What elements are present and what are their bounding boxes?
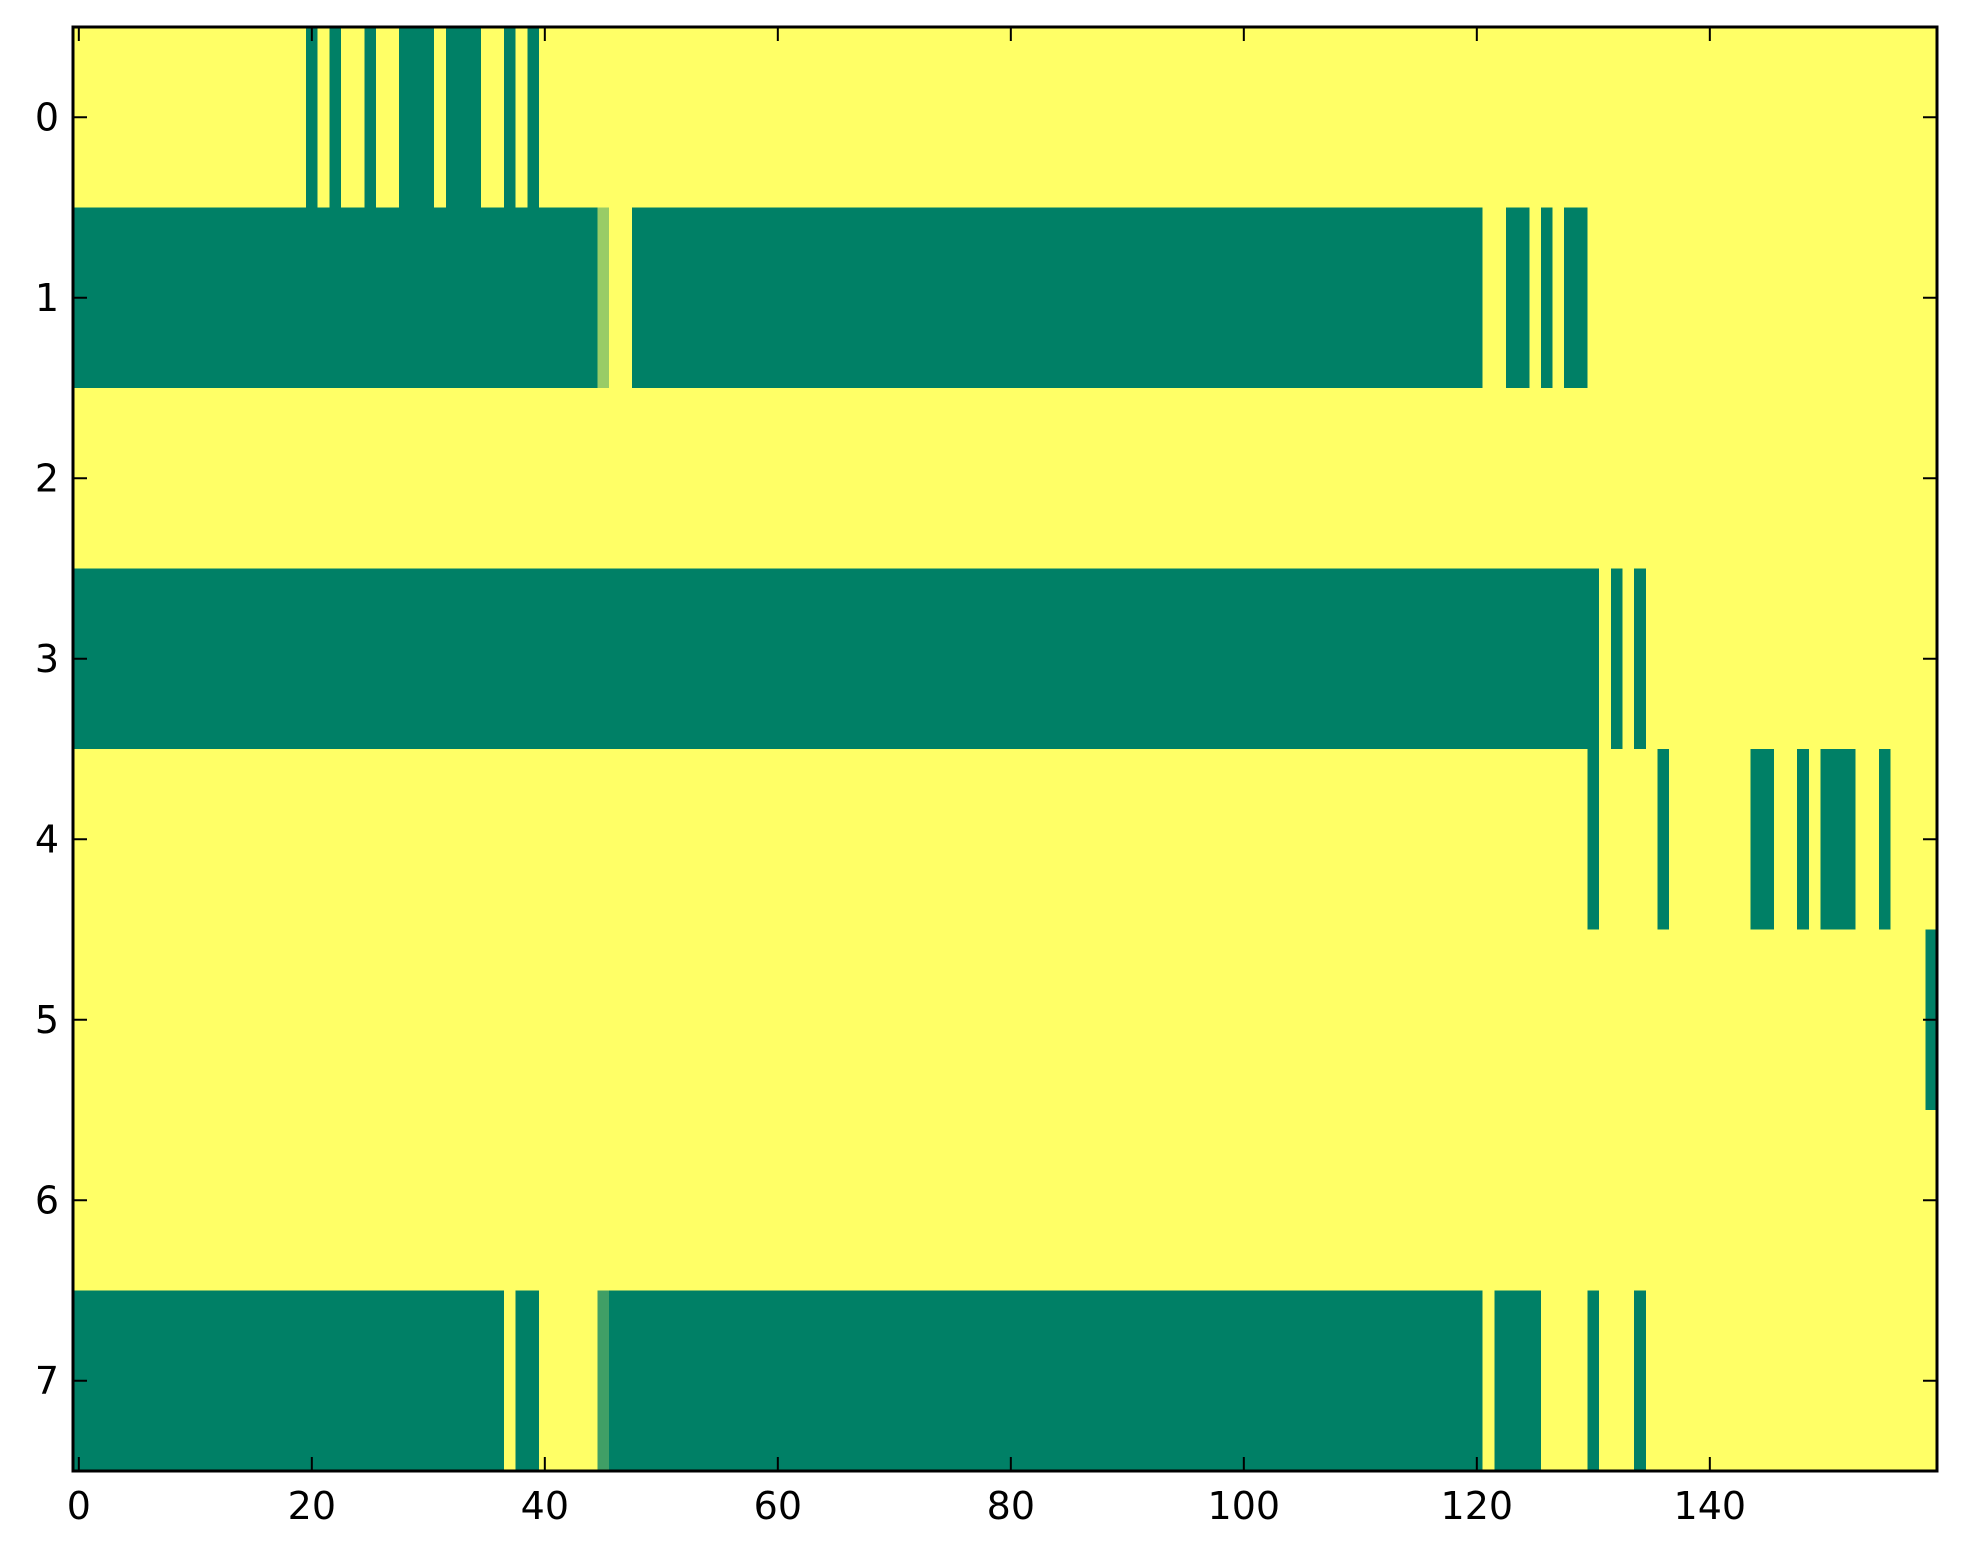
heatmap-cell-run bbox=[364, 27, 376, 208]
heatmap-cell-run bbox=[1750, 749, 1774, 930]
heatmap-cell-run bbox=[1634, 1290, 1646, 1471]
heatmap-cell-run bbox=[73, 1290, 505, 1471]
heatmap-cell-run bbox=[1657, 749, 1670, 930]
heatmap-cell-run bbox=[1587, 1290, 1600, 1471]
heatmap-cell-run bbox=[1610, 568, 1623, 749]
heatmap-cell-run bbox=[1878, 749, 1891, 930]
heatmap-cell-run bbox=[1820, 749, 1856, 930]
y-tick-label: 1 bbox=[35, 276, 59, 320]
heatmap-cell-run bbox=[504, 27, 516, 208]
x-tick-label: 20 bbox=[288, 1484, 336, 1528]
heatmap-cell-run bbox=[1494, 1290, 1541, 1471]
heatmap-cell-run bbox=[597, 207, 609, 388]
heatmap-cell-run bbox=[632, 207, 1483, 388]
heatmap-cell-run bbox=[1634, 568, 1646, 749]
y-tick-label: 2 bbox=[35, 456, 59, 500]
heatmap-cell-run bbox=[1564, 207, 1588, 388]
y-tick-label: 0 bbox=[35, 95, 59, 139]
heatmap-cell-run bbox=[329, 27, 341, 208]
y-tick-label: 3 bbox=[35, 637, 59, 681]
y-tick-labels: 0 1 2 3 4 5 6 7 bbox=[35, 95, 59, 1403]
heatmap-cell-run bbox=[306, 27, 318, 208]
heatmap-cell-run bbox=[73, 568, 1600, 749]
heatmap-cells bbox=[73, 27, 1937, 1471]
heatmap-cell-run bbox=[1797, 749, 1809, 930]
heatmap-cell-run bbox=[73, 207, 598, 388]
x-tick-label: 40 bbox=[521, 1484, 569, 1528]
plot-frame bbox=[71, 25, 1939, 1473]
x-tick-label: 80 bbox=[987, 1484, 1035, 1528]
y-tick-label: 6 bbox=[35, 1178, 59, 1222]
y-tick-label: 5 bbox=[35, 998, 59, 1042]
y-tick-label: 7 bbox=[35, 1359, 59, 1403]
heatmap-cell-run bbox=[527, 27, 539, 208]
axis-ticks bbox=[73, 27, 1937, 1471]
x-tick-label: 100 bbox=[1208, 1484, 1281, 1528]
x-tick-label: 60 bbox=[754, 1484, 802, 1528]
heatmap-cell-run bbox=[445, 27, 481, 208]
heatmap-cell-run bbox=[608, 1290, 1483, 1471]
x-tick-labels: 0 20 40 60 80 100 120 140 bbox=[67, 1484, 1746, 1528]
heatmap-cell-run bbox=[597, 1290, 609, 1471]
y-tick-label: 4 bbox=[35, 817, 59, 861]
heatmap-cell-run bbox=[1540, 207, 1553, 388]
heatmap-cell-run bbox=[1587, 749, 1600, 930]
x-tick-label: 0 bbox=[67, 1484, 91, 1528]
heatmap-cell-run bbox=[1505, 207, 1530, 388]
heatmap-cell-run bbox=[515, 1290, 539, 1471]
x-tick-label: 120 bbox=[1441, 1484, 1514, 1528]
x-tick-label: 140 bbox=[1674, 1484, 1747, 1528]
heatmap-cell-run bbox=[399, 27, 435, 208]
